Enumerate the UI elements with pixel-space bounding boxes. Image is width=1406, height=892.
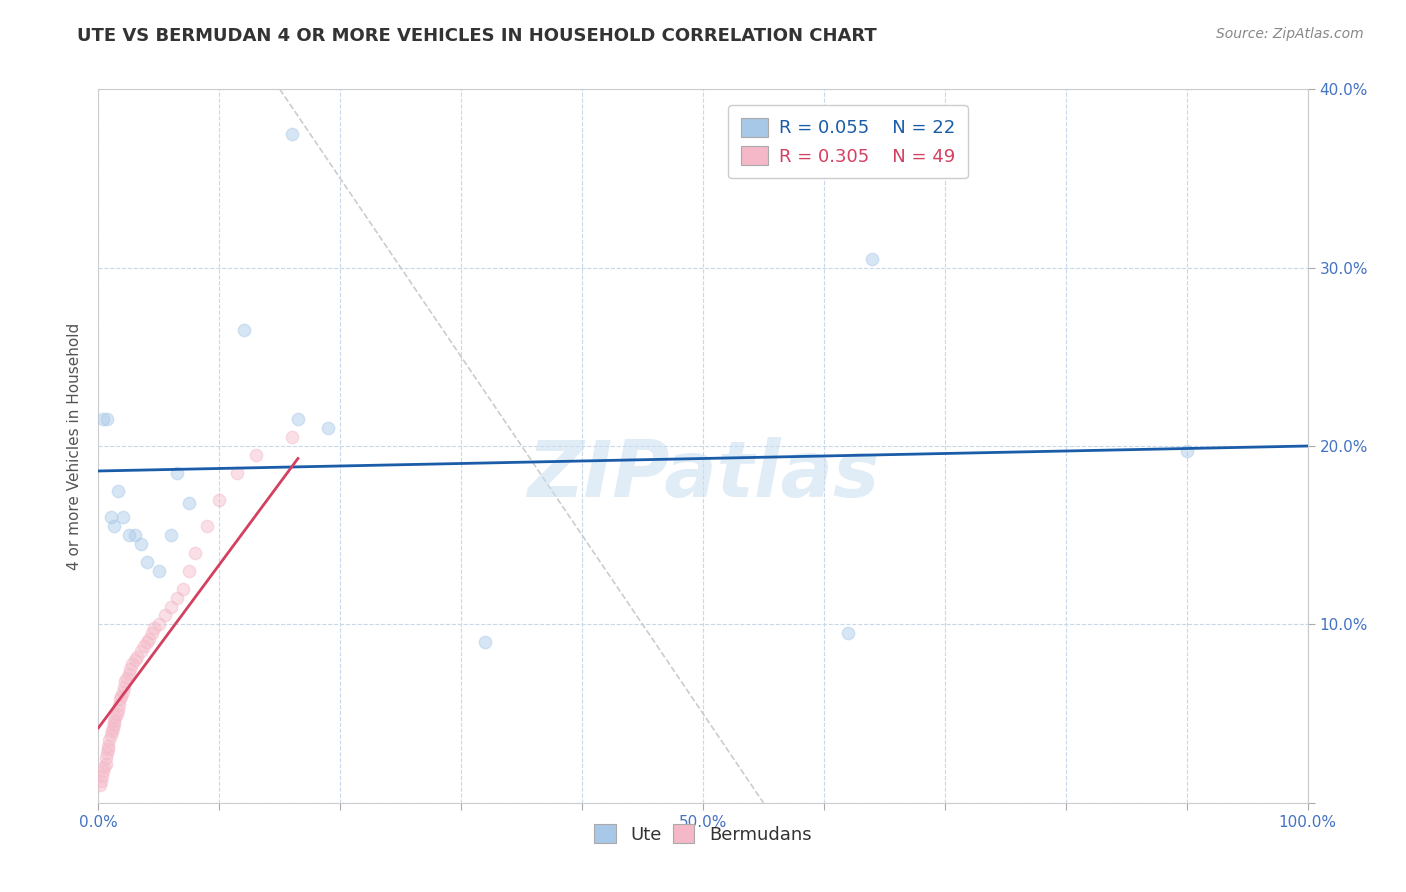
Y-axis label: 4 or more Vehicles in Household: 4 or more Vehicles in Household: [67, 322, 83, 570]
Point: [281, 127, 304, 141]
Point: [105, 706, 128, 721]
Point: [91, 412, 114, 426]
Point: [837, 626, 859, 640]
Point: [172, 582, 194, 596]
Point: [160, 599, 183, 614]
Point: [141, 626, 163, 640]
Point: [195, 519, 218, 533]
Point: [226, 466, 249, 480]
Point: [96, 412, 118, 426]
Point: [97, 739, 120, 753]
Point: [148, 564, 170, 578]
Point: [129, 537, 152, 551]
Point: [184, 546, 207, 560]
Point: [474, 635, 496, 649]
Point: [135, 635, 157, 649]
Point: [101, 721, 124, 735]
Point: [179, 564, 201, 578]
Point: [117, 671, 139, 685]
Text: ZIPatlas: ZIPatlas: [527, 436, 879, 513]
Point: [89, 778, 111, 792]
Point: [111, 510, 134, 524]
Point: [160, 528, 183, 542]
Point: [124, 528, 146, 542]
Point: [111, 685, 134, 699]
Text: Source: ZipAtlas.com: Source: ZipAtlas.com: [1216, 27, 1364, 41]
Point: [94, 756, 117, 771]
Point: [287, 412, 309, 426]
Point: [112, 680, 135, 694]
Point: [103, 519, 125, 533]
Point: [1175, 444, 1198, 458]
Legend: Ute, Bermudans: Ute, Bermudans: [588, 817, 818, 851]
Point: [103, 717, 125, 731]
Point: [245, 448, 267, 462]
Point: [91, 769, 114, 783]
Point: [100, 728, 122, 742]
Point: [118, 667, 141, 681]
Point: [127, 649, 149, 664]
Point: [232, 323, 254, 337]
Point: [118, 528, 141, 542]
Point: [100, 510, 122, 524]
Point: [281, 430, 304, 444]
Point: [208, 492, 231, 507]
Point: [129, 644, 152, 658]
Point: [110, 689, 132, 703]
Point: [118, 662, 141, 676]
Point: [91, 764, 114, 778]
Point: [94, 751, 117, 765]
Point: [108, 698, 131, 712]
Point: [153, 608, 176, 623]
Point: [104, 710, 127, 724]
Point: [179, 496, 201, 510]
Point: [166, 466, 188, 480]
Point: [135, 555, 157, 569]
Point: [121, 657, 143, 671]
Point: [98, 733, 121, 747]
Point: [96, 746, 118, 760]
Point: [124, 653, 146, 667]
Point: [103, 714, 125, 728]
Point: [134, 639, 156, 653]
Point: [143, 621, 166, 635]
Point: [108, 692, 131, 706]
Point: [97, 742, 120, 756]
Point: [860, 252, 883, 266]
Point: [90, 774, 112, 789]
Point: [107, 483, 129, 498]
Point: [166, 591, 188, 605]
Point: [93, 760, 115, 774]
Point: [138, 632, 160, 646]
Point: [100, 724, 122, 739]
Point: [114, 674, 136, 689]
Point: [316, 421, 339, 435]
Point: [148, 617, 170, 632]
Text: UTE VS BERMUDAN 4 OR MORE VEHICLES IN HOUSEHOLD CORRELATION CHART: UTE VS BERMUDAN 4 OR MORE VEHICLES IN HO…: [77, 27, 877, 45]
Point: [107, 703, 129, 717]
